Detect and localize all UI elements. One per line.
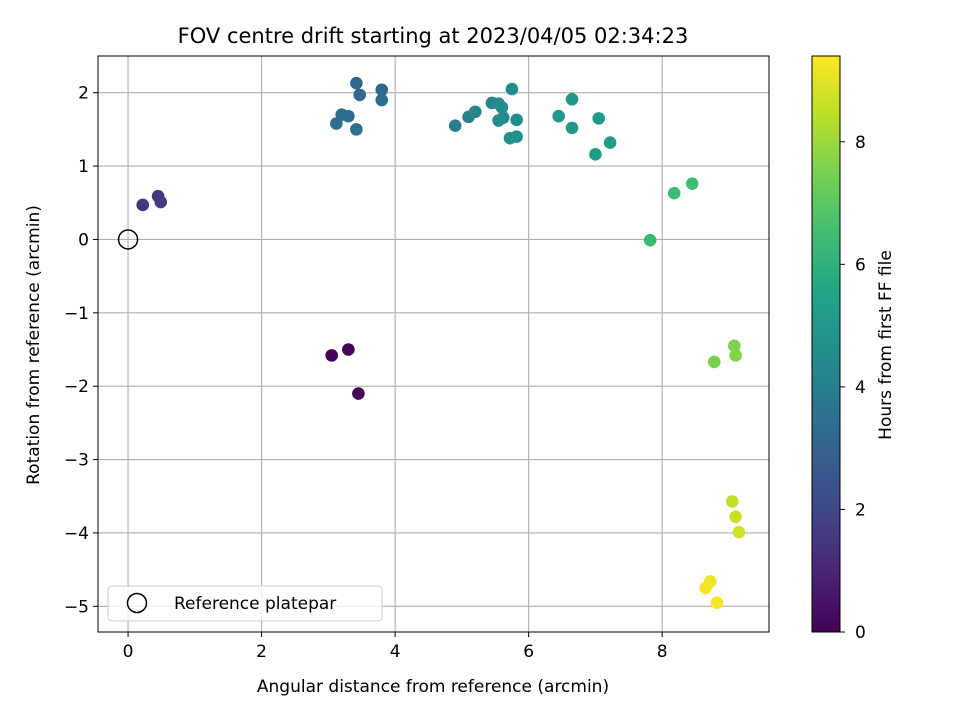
y-tick-label: 1 [78, 157, 89, 177]
y-tick-label: 0 [78, 230, 89, 250]
data-point [725, 495, 739, 508]
x-tick-label: 4 [390, 642, 401, 662]
data-points [117, 76, 746, 609]
y-tick-label: −1 [64, 304, 89, 324]
colorbar-tick-label: 6 [855, 255, 866, 275]
chart-title: FOV centre drift starting at 2023/04/05 … [178, 24, 689, 48]
colorbar-gradient [811, 55, 841, 633]
plot-frame [97, 55, 770, 633]
data-point [375, 83, 389, 97]
data-point [496, 111, 510, 124]
data-point [325, 349, 338, 362]
data-point [707, 355, 721, 369]
legend-label-reference: Reference platepar [174, 594, 336, 614]
x-tick-label: 6 [523, 642, 534, 662]
colorbar-tick-label: 4 [855, 378, 866, 398]
chart-labels: FOV centre drift starting at 2023/04/05 … [24, 24, 688, 697]
data-point [699, 581, 712, 595]
data-point [667, 186, 681, 200]
data-point [330, 117, 343, 130]
data-point [350, 76, 363, 90]
y-axis-label: Rotation from reference (arcmin) [24, 205, 44, 485]
data-point [495, 101, 509, 114]
data-point [510, 130, 523, 144]
y-tick-label: −2 [64, 377, 89, 397]
data-point [342, 109, 355, 123]
data-point [710, 596, 724, 609]
data-point [353, 88, 367, 102]
data-point [685, 177, 699, 190]
data-point [729, 510, 742, 524]
y-tick-label: −4 [64, 524, 89, 544]
data-point [603, 136, 617, 149]
data-point [448, 119, 462, 133]
x-tick-label: 2 [256, 642, 267, 662]
data-point [589, 148, 602, 161]
legend-box [107, 585, 383, 622]
grid-lines [98, 56, 769, 632]
colorbar-tick-label: 2 [855, 500, 866, 520]
data-point [727, 339, 741, 353]
data-point [468, 105, 482, 119]
data-point [154, 195, 168, 209]
data-point [732, 525, 746, 539]
colorbar: Hours from first FF file 0 2 4 6 8 [811, 55, 896, 643]
data-point [592, 112, 606, 125]
data-point [729, 349, 742, 362]
axes: 0 2 4 6 8 2 1 0 −1 −2 −3 −4 −5 [64, 55, 770, 662]
legend-reference-marker [126, 592, 148, 614]
x-tick-label: 0 [123, 642, 134, 662]
reference-platepar-marker [117, 229, 139, 250]
y-tick-label: −5 [64, 597, 89, 617]
data-point [565, 121, 579, 135]
x-tick-label: 8 [657, 642, 668, 662]
y-tick-label: 2 [78, 84, 89, 104]
data-point [342, 343, 355, 356]
y-tick-label: −3 [64, 451, 89, 471]
data-point [552, 109, 565, 123]
data-point [643, 233, 657, 247]
data-point [136, 198, 150, 212]
data-point [350, 123, 363, 136]
legend: Reference platepar [107, 585, 383, 622]
colorbar-label: Hours from first FF file [876, 250, 896, 440]
data-point [510, 113, 523, 127]
data-point [375, 93, 389, 107]
data-point [505, 82, 519, 96]
colorbar-tick-label: 8 [855, 133, 866, 153]
data-point [565, 92, 579, 106]
x-axis-label: Angular distance from reference (arcmin) [257, 677, 609, 697]
colorbar-tick-label: 0 [855, 623, 866, 643]
data-point [352, 387, 365, 400]
